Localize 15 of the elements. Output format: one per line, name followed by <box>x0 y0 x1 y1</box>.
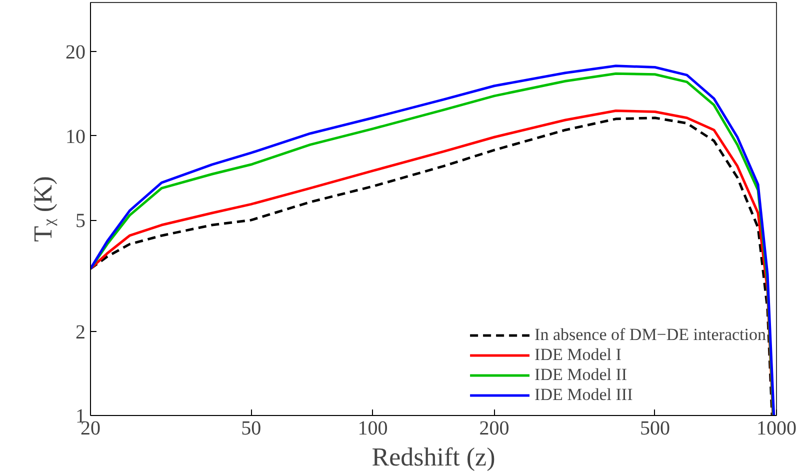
y-tick-label: 2 <box>76 321 86 344</box>
y-axis-title: Tᵪ (K) <box>28 176 58 242</box>
x-tick-label: 50 <box>241 418 262 440</box>
x-tick-label: 1000 <box>756 418 796 440</box>
x-tick-label: 500 <box>640 418 670 440</box>
legend-label: In absence of DM−DE interaction <box>534 325 766 345</box>
x-axis-title: Redshift (z) <box>372 442 496 472</box>
y-tick-label: 10 <box>66 126 86 148</box>
y-tick-label: 20 <box>66 42 86 64</box>
y-tick-label: 5 <box>76 210 86 232</box>
x-tick-label: 200 <box>479 418 510 440</box>
legend-label: IDE Model I <box>534 345 622 365</box>
x-tick-label: 100 <box>358 418 388 440</box>
legend-label: IDE Model III <box>534 385 633 405</box>
legend-label: IDE Model II <box>534 365 628 385</box>
